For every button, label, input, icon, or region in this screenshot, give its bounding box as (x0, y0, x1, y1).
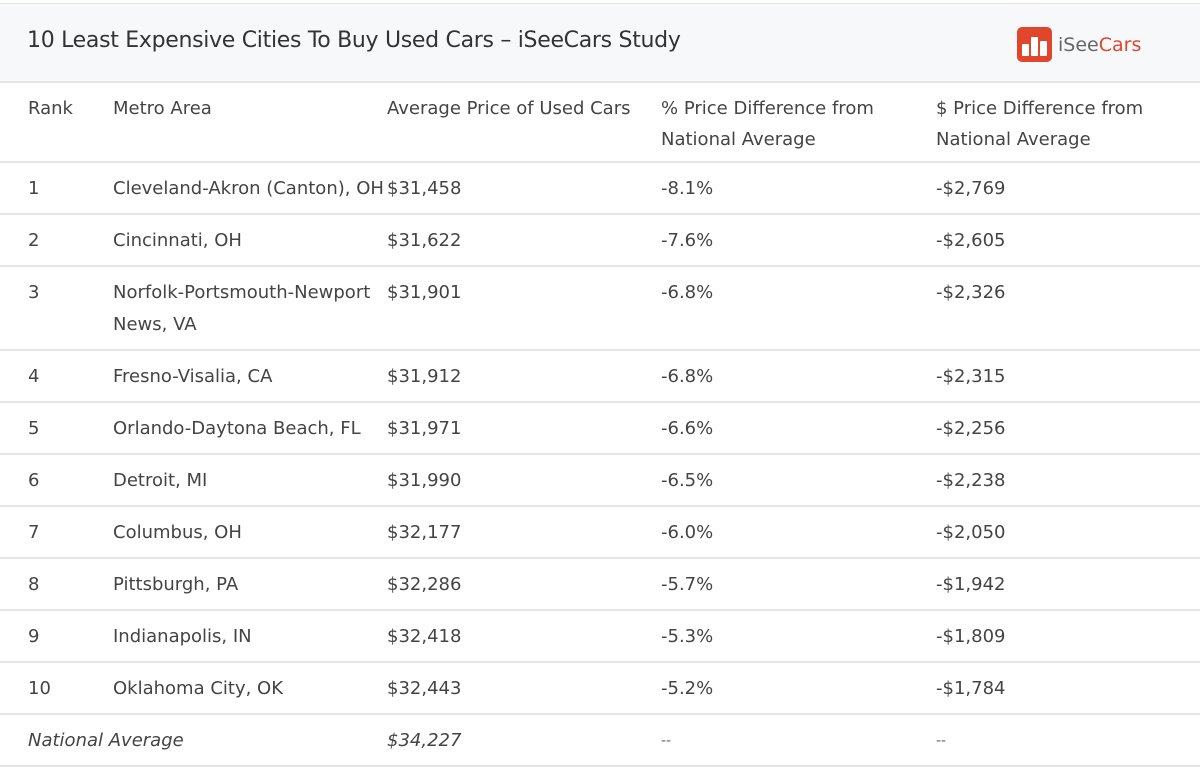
cell-rank: 4 (28, 366, 40, 387)
cell-usd-diff: -$2,769 (936, 178, 1006, 199)
cell-metro: Cincinnati, OH (113, 230, 242, 251)
cell-avg-price: $32,286 (387, 574, 462, 595)
cell-usd-diff: -$2,315 (936, 366, 1006, 387)
national-average-price: $34,227 (387, 730, 462, 751)
logo-text: iSeeCars (1058, 33, 1142, 56)
col-header-metro: Metro Area (113, 98, 212, 119)
cell-usd-diff: -$2,256 (936, 418, 1006, 439)
cell-rank: 3 (28, 282, 40, 303)
col-header-usd-diff: $ Price Difference from National Average (936, 98, 1144, 150)
table-row: 7 Columbus, OH $32,177 -6.0% -$2,050 (0, 506, 1200, 558)
study-table-card: 10 Least Expensive Cities To Buy Used Ca… (0, 3, 1200, 767)
cell-usd-diff: -$1,809 (936, 626, 1006, 647)
cell-usd-diff: -$1,942 (936, 574, 1006, 595)
table-row: 5 Orlando-Daytona Beach, FL $31,971 -6.6% -$… (0, 402, 1200, 454)
cell-pct-diff: -6.8% (661, 282, 714, 303)
cell-usd-diff: -$2,238 (936, 470, 1006, 491)
table-title: 10 Least Expensive Cities To Buy Used Ca… (27, 28, 681, 53)
cell-pct-diff: -6.6% (661, 418, 714, 439)
national-average-usd-diff: -- (936, 733, 947, 749)
cell-rank: 10 (28, 678, 51, 699)
cell-usd-diff: -$2,605 (936, 230, 1006, 251)
cell-pct-diff: -8.1% (661, 178, 714, 199)
table-header-bar: 10 Least Expensive Cities To Buy Used Ca… (0, 4, 1200, 83)
cell-metro: Columbus, OH (113, 522, 242, 543)
cell-metro: Norfolk-Portsmouth-Newport News, VA (113, 282, 371, 335)
cell-avg-price: $32,443 (387, 678, 462, 699)
cell-rank: 7 (28, 522, 40, 543)
col-header-avg-price: Average Price of Used Cars (387, 98, 631, 119)
cell-rank: 6 (28, 470, 40, 491)
cell-metro: Indianapolis, IN (113, 626, 252, 647)
cars-podium-icon (1017, 27, 1052, 62)
cell-avg-price: $31,990 (387, 470, 462, 491)
cell-pct-diff: -6.8% (661, 366, 714, 387)
cell-avg-price: $31,622 (387, 230, 462, 251)
table-row: 2 Cincinnati, OH $31,622 -7.6% -$2,605 (0, 214, 1200, 266)
cell-rank: 5 (28, 418, 40, 439)
cell-pct-diff: -6.5% (661, 470, 714, 491)
col-header-pct-diff: % Price Difference from National Average (661, 98, 874, 150)
cell-usd-diff: -$2,050 (936, 522, 1006, 543)
cell-pct-diff: -5.2% (661, 678, 714, 699)
cell-avg-price: $32,418 (387, 626, 462, 647)
table-row: 6 Detroit, MI $31,990 -6.5% -$2,238 (0, 454, 1200, 506)
national-average-label: National Average (28, 730, 184, 751)
cell-rank: 8 (28, 574, 40, 595)
cell-avg-price: $31,901 (387, 282, 462, 303)
cell-rank: 1 (28, 178, 40, 199)
cell-avg-price: $31,971 (387, 418, 462, 439)
cell-pct-diff: -6.0% (661, 522, 714, 543)
col-header-rank: Rank (28, 98, 73, 119)
table-row: 10 Oklahoma City, OK $32,443 -5.2% -$1,784 (0, 662, 1200, 714)
cell-avg-price: $32,177 (387, 522, 462, 543)
national-average-row: National Average $34,227 -- -- (0, 714, 1200, 766)
cell-avg-price: $31,458 (387, 178, 462, 199)
cell-usd-diff: -$2,326 (936, 282, 1006, 303)
cell-pct-diff: -5.7% (661, 574, 714, 595)
cell-pct-diff: -5.3% (661, 626, 714, 647)
table-header-row: Rank Metro Area Average Price of Used Ca… (0, 83, 1200, 162)
table-row: 4 Fresno-Visalia, CA $31,912 -6.8% -$2,315 (0, 350, 1200, 402)
national-average-pct-diff: -- (661, 733, 672, 749)
cell-rank: 2 (28, 230, 40, 251)
cell-metro: Cleveland-Akron (Canton), OH (113, 178, 384, 199)
cell-avg-price: $31,912 (387, 366, 462, 387)
cell-rank: 9 (28, 626, 40, 647)
table-row: 9 Indianapolis, IN $32,418 -5.3% -$1,809 (0, 610, 1200, 662)
cell-metro: Orlando-Daytona Beach, FL (113, 418, 361, 439)
used-car-prices-table: Rank Metro Area Average Price of Used Ca… (0, 83, 1200, 767)
table-row: 1 Cleveland-Akron (Canton), OH $31,458 -8.1… (0, 162, 1200, 214)
cell-metro: Fresno-Visalia, CA (113, 366, 273, 387)
table-row: 8 Pittsburgh, PA $32,286 -5.7% -$1,942 (0, 558, 1200, 610)
table-row: 3 Norfolk-Portsmouth-Newport News, VA $31,… (0, 266, 1200, 350)
cell-metro: Detroit, MI (113, 470, 208, 491)
cell-usd-diff: -$1,784 (936, 678, 1006, 699)
cell-metro: Pittsburgh, PA (113, 574, 239, 595)
cell-pct-diff: -7.6% (661, 230, 714, 251)
iseecars-logo[interactable]: iSeeCars (1017, 27, 1141, 62)
cell-metro: Oklahoma City, OK (113, 678, 284, 699)
